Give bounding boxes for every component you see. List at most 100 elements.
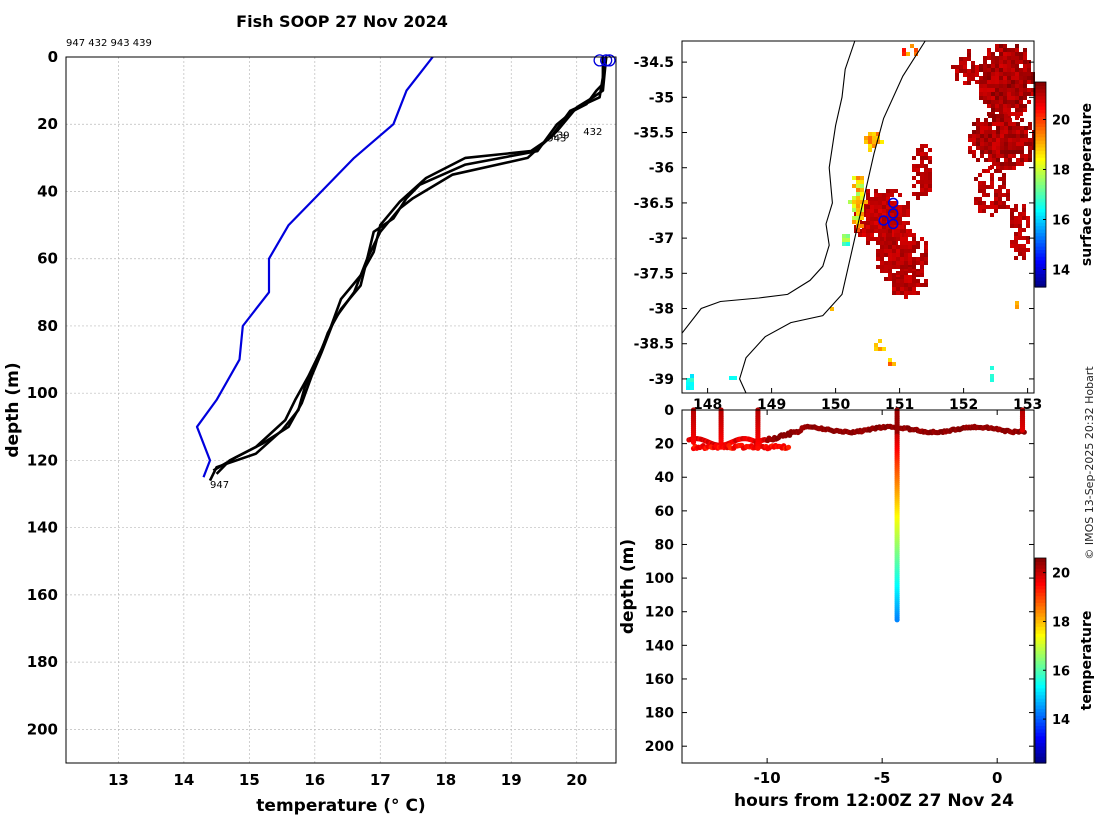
section-colorbar-cell bbox=[1035, 660, 1046, 665]
map-sst-cell bbox=[995, 48, 999, 52]
map-sst-cell bbox=[991, 52, 995, 56]
map-sst-cell bbox=[1004, 122, 1008, 126]
map-sst-cell bbox=[999, 108, 1003, 112]
map-sst-cell bbox=[1014, 236, 1018, 240]
map-sst-cell bbox=[908, 233, 912, 237]
section-colorbar-cell bbox=[1035, 653, 1046, 658]
map-sst-cell bbox=[1004, 130, 1008, 134]
map-sst-cell bbox=[924, 283, 928, 287]
section-colorbar-cell bbox=[1035, 657, 1046, 662]
section-colorbar-cell bbox=[1035, 640, 1046, 644]
map-sst-cell bbox=[998, 177, 1002, 181]
map-sst-cell bbox=[916, 279, 920, 283]
map-sst-cell bbox=[996, 142, 1000, 146]
map-sst-cell bbox=[1004, 118, 1008, 122]
map-sst-cell bbox=[928, 168, 932, 172]
map-sst-cell bbox=[878, 193, 882, 197]
map-colorbar-cell bbox=[1035, 246, 1046, 250]
profile-y-tick-label: 100 bbox=[27, 384, 58, 402]
map-sst-cell bbox=[906, 213, 910, 217]
map-sst-cell bbox=[968, 134, 972, 138]
map-sst-cell bbox=[1007, 84, 1011, 88]
map-sst-cell bbox=[982, 205, 986, 209]
map-sst-cell bbox=[988, 150, 992, 154]
map-sst-cell bbox=[990, 177, 994, 181]
map-sst-cell bbox=[1008, 150, 1012, 154]
map-sst-cell bbox=[852, 200, 856, 204]
map-sst-cell bbox=[983, 68, 987, 72]
map-sst-cell bbox=[896, 279, 900, 283]
section-colorbar-cell bbox=[1035, 684, 1046, 689]
map-sst-cell bbox=[904, 279, 908, 283]
map-sst-cell bbox=[1019, 84, 1023, 88]
map-sst-cell bbox=[1016, 134, 1020, 138]
map-sst-cell bbox=[992, 134, 996, 138]
map-sst-cell bbox=[1020, 150, 1024, 154]
map-sst-cell bbox=[920, 156, 924, 160]
map-sst-cell bbox=[870, 213, 874, 217]
map-sst-cell bbox=[984, 138, 988, 142]
map-sst-cell bbox=[987, 72, 991, 76]
map-sst-cell bbox=[1023, 88, 1027, 92]
map-sst-cell bbox=[1027, 80, 1031, 84]
map-sst-cell bbox=[884, 245, 888, 249]
map-sst-cell bbox=[1018, 224, 1022, 228]
map-sst-cell bbox=[862, 233, 866, 237]
map-sst-cell bbox=[987, 56, 991, 60]
map-sst-cell bbox=[991, 56, 995, 60]
map-sst-cell bbox=[1016, 142, 1020, 146]
map-sst-cell bbox=[924, 257, 928, 261]
map-sst-cell bbox=[991, 108, 995, 112]
map-sst-cell bbox=[1016, 138, 1020, 142]
section-colorbar-cell bbox=[1035, 667, 1046, 672]
map-sst-cell bbox=[991, 92, 995, 96]
map-sst-cell bbox=[975, 65, 979, 69]
map-sst-cell bbox=[884, 261, 888, 265]
map-sst-cell bbox=[1014, 232, 1018, 236]
map-sst-cell bbox=[963, 61, 967, 65]
map-colorbar-cell bbox=[1035, 181, 1046, 186]
map-sst-cell bbox=[894, 217, 898, 221]
profile-axes-box bbox=[65, 56, 617, 764]
map-colorbar-cell bbox=[1035, 105, 1046, 110]
map-sst-cell bbox=[882, 217, 886, 221]
profile-x-tick-label: 20 bbox=[566, 771, 587, 789]
map-colorbar-cell bbox=[1035, 174, 1046, 179]
map-sst-cell bbox=[1028, 138, 1032, 142]
profile-start-marker bbox=[593, 54, 606, 67]
map-sst-cell bbox=[1014, 220, 1018, 224]
map-sst-cell bbox=[1014, 208, 1018, 212]
map-sst-cell bbox=[1015, 305, 1019, 309]
figure-title: Fish SOOP 27 Nov 2024 bbox=[236, 12, 448, 31]
map-sst-cell bbox=[906, 201, 910, 205]
map-sst-cell bbox=[1007, 92, 1011, 96]
map-sst-cell bbox=[1000, 146, 1004, 150]
section-y-axis-label: depth (m) bbox=[618, 539, 638, 634]
map-sst-cell bbox=[912, 283, 916, 287]
section-colorbar-cell bbox=[1035, 602, 1046, 607]
map-sst-cell bbox=[1024, 142, 1028, 146]
map-sst-cell bbox=[842, 234, 846, 238]
map-sst-cell bbox=[1020, 126, 1024, 130]
map-sst-cell bbox=[1011, 80, 1015, 84]
map-sst-cell bbox=[978, 205, 982, 209]
map-sst-cell bbox=[916, 172, 920, 176]
map-sst-cell bbox=[996, 138, 1000, 142]
map-sst-cell bbox=[866, 209, 870, 213]
map-sst-cell bbox=[920, 253, 924, 257]
map-sst-cell bbox=[1012, 146, 1016, 150]
map-sst-cell bbox=[1020, 118, 1024, 122]
map-sst-cell bbox=[1012, 154, 1016, 158]
map-sst-cell bbox=[830, 307, 834, 311]
section-colorbar-cell bbox=[1035, 561, 1046, 566]
map-sst-cell bbox=[920, 184, 924, 188]
map-colorbar-cell bbox=[1035, 215, 1046, 220]
map-colorbar-cell bbox=[1035, 266, 1046, 271]
map-sst-cell bbox=[904, 257, 908, 261]
map-sst-cell bbox=[888, 265, 892, 269]
profile-x-tick-label: 18 bbox=[435, 771, 456, 789]
map-sst-cell bbox=[866, 237, 870, 241]
map-sst-cell bbox=[1020, 162, 1024, 166]
map-sst-cell bbox=[912, 176, 916, 180]
map-colorbar-cell bbox=[1035, 146, 1046, 151]
